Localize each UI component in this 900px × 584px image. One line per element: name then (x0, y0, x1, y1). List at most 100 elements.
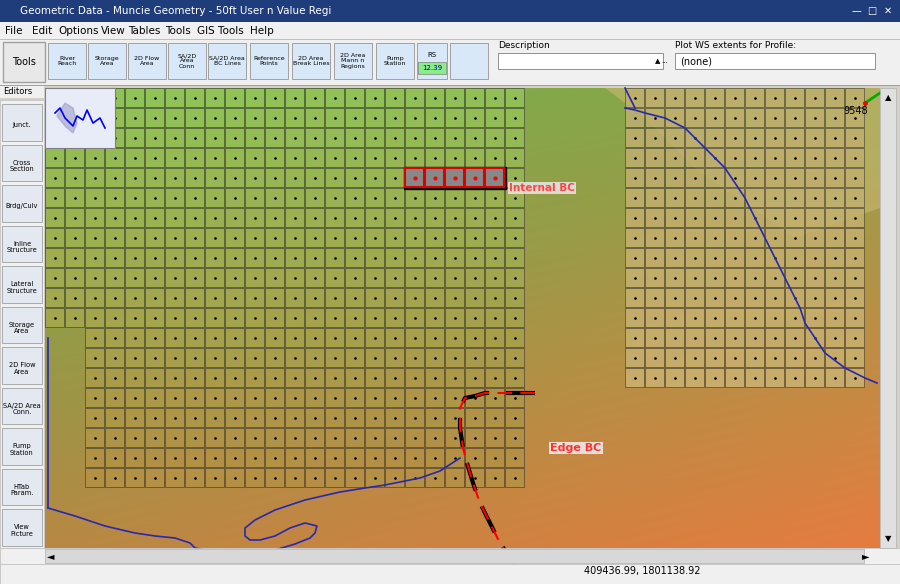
Bar (85, 228, 104, 247)
Bar (685, 368, 704, 387)
Bar (265, 128, 284, 147)
Bar (805, 228, 824, 247)
Bar (385, 228, 404, 247)
Bar (345, 208, 364, 227)
Bar (185, 388, 204, 407)
Text: Brdg/Culv: Brdg/Culv (5, 203, 38, 209)
Bar (625, 148, 644, 167)
Bar (105, 208, 124, 227)
Bar (705, 348, 724, 367)
Bar (645, 268, 664, 287)
Bar (225, 408, 244, 427)
Bar (345, 168, 364, 187)
Bar (65, 308, 84, 327)
Bar (225, 328, 244, 347)
Bar (365, 448, 384, 467)
Bar (405, 228, 424, 247)
Bar (165, 328, 184, 347)
Bar (245, 408, 264, 427)
Bar (725, 268, 744, 287)
Bar (685, 108, 704, 127)
Bar (405, 328, 424, 347)
Bar (365, 248, 384, 267)
Bar (185, 308, 204, 327)
Text: Cross
Section: Cross Section (10, 159, 34, 172)
Bar (625, 168, 644, 187)
Bar (405, 168, 424, 187)
Bar (105, 108, 124, 127)
Bar (205, 328, 224, 347)
Bar (165, 428, 184, 447)
Bar (465, 188, 484, 207)
Bar (305, 448, 324, 467)
Bar (305, 388, 324, 407)
Bar (125, 428, 144, 447)
Bar (385, 148, 404, 167)
Bar (845, 308, 864, 327)
Bar (305, 368, 324, 387)
Bar (245, 328, 264, 347)
Bar (45, 188, 64, 207)
Bar (265, 88, 284, 107)
Bar (805, 148, 824, 167)
Bar (685, 148, 704, 167)
Bar (685, 248, 704, 267)
Bar (405, 248, 424, 267)
Bar (205, 248, 224, 267)
Bar (325, 228, 344, 247)
Text: View
Picture: View Picture (11, 524, 33, 537)
Bar (365, 468, 384, 487)
Bar (745, 328, 764, 347)
Bar (145, 388, 164, 407)
Bar (625, 248, 644, 267)
Bar (45, 549, 864, 563)
Bar (625, 288, 644, 307)
Bar (465, 388, 484, 407)
Bar (405, 108, 424, 127)
Bar (225, 468, 244, 487)
Bar (265, 248, 284, 267)
Bar (805, 368, 824, 387)
Bar (385, 308, 404, 327)
Bar (225, 88, 244, 107)
Bar (65, 248, 84, 267)
Text: 2D Area
Mann n
Regions: 2D Area Mann n Regions (340, 53, 365, 69)
Bar (225, 308, 244, 327)
Bar (425, 208, 444, 227)
Bar (665, 168, 684, 187)
Bar (675, 53, 875, 69)
Bar (825, 208, 844, 227)
Bar (245, 468, 264, 487)
Bar (665, 108, 684, 127)
Bar (465, 88, 484, 107)
Bar (125, 328, 144, 347)
Bar (265, 428, 284, 447)
Bar (65, 128, 84, 147)
Bar (785, 188, 804, 207)
Bar (105, 408, 124, 427)
Bar (105, 428, 124, 447)
Bar (625, 368, 644, 387)
Bar (125, 108, 144, 127)
Bar (205, 468, 224, 487)
Bar (125, 348, 144, 367)
Text: SA/2D Area
BC Lines: SA/2D Area BC Lines (209, 56, 245, 66)
Bar (445, 168, 464, 187)
Bar (785, 248, 804, 267)
Bar (292, 43, 330, 79)
Bar (125, 248, 144, 267)
Bar (3, 42, 45, 82)
Bar (765, 128, 784, 147)
Bar (465, 168, 484, 187)
Bar (245, 208, 264, 227)
Bar (418, 62, 446, 74)
Bar (145, 288, 164, 307)
Bar (365, 308, 384, 327)
Bar (305, 268, 324, 287)
Bar (625, 128, 644, 147)
Bar (385, 428, 404, 447)
Bar (205, 188, 224, 207)
Bar (105, 448, 124, 467)
Bar (105, 248, 124, 267)
Bar (85, 168, 104, 187)
